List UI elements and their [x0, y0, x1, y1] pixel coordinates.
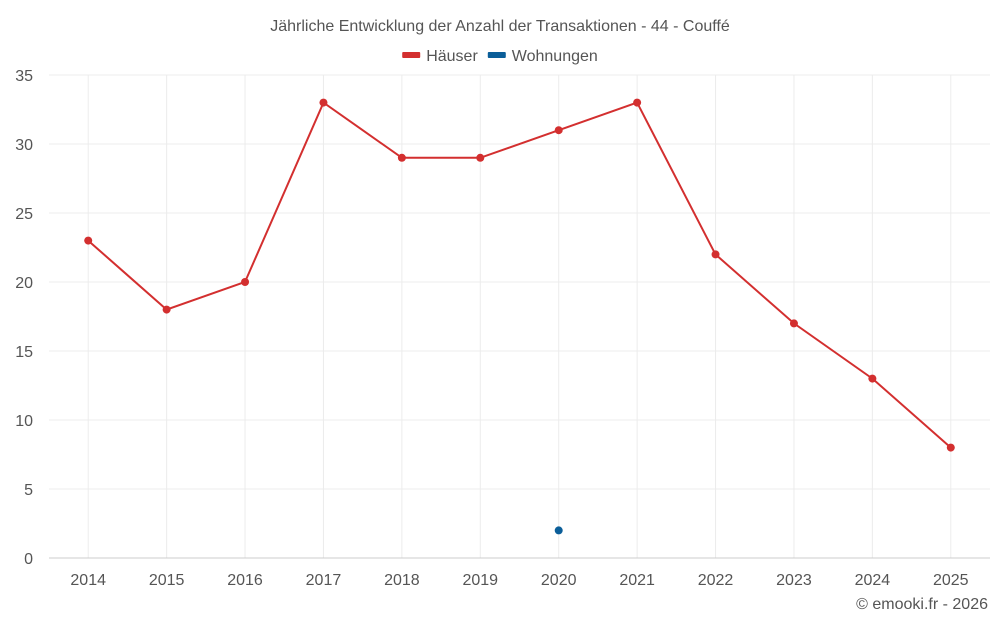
data-point: [162, 305, 171, 314]
x-tick-label: 2020: [541, 572, 577, 589]
data-point: [633, 98, 642, 107]
data-point: [868, 374, 877, 383]
legend-label: Häuser: [426, 48, 478, 65]
legend-label: Wohnungen: [512, 48, 598, 65]
legend-swatch: [402, 52, 421, 58]
legend: Häuser Wohnungen: [402, 48, 598, 65]
data-point: [554, 526, 563, 535]
y-tick-label: 20: [15, 275, 33, 292]
x-tick-label: 2022: [698, 572, 734, 589]
x-tick-label: 2017: [306, 572, 342, 589]
data-point: [554, 126, 563, 135]
x-tick-label: 2024: [855, 572, 891, 589]
x-tick-label: 2018: [384, 572, 420, 589]
x-tick-label: 2021: [619, 572, 655, 589]
data-point: [319, 98, 328, 107]
y-tick-label: 35: [15, 68, 33, 85]
data-point: [84, 236, 93, 245]
y-tick-label: 5: [24, 482, 33, 499]
x-tick-label: 2014: [70, 572, 106, 589]
data-point: [241, 278, 250, 286]
data-point: [789, 319, 798, 328]
x-tick-label: 2025: [933, 572, 969, 589]
y-tick-label: 10: [15, 413, 33, 430]
x-tick-label: 2016: [227, 572, 263, 589]
y-tick-label: 15: [15, 344, 33, 361]
data-point: [946, 443, 955, 452]
y-tick-label: 25: [15, 206, 33, 223]
y-tick-label: 30: [15, 137, 33, 154]
x-tick-label: 2015: [149, 572, 185, 589]
grid: [49, 74, 990, 558]
data-point: [476, 153, 485, 162]
data-point: [711, 250, 720, 259]
series: [84, 98, 955, 535]
data-point: [397, 153, 406, 162]
legend-item: Wohnungen: [487, 48, 598, 65]
legend-swatch: [487, 52, 506, 58]
x-tick-label: 2019: [462, 572, 498, 589]
y-tick-label: 0: [24, 551, 33, 568]
series-line: [87, 101, 952, 449]
credit-text: © emooki.fr - 2026: [856, 596, 988, 613]
legend-item: Häuser: [402, 48, 478, 65]
chart-title: Jährliche Entwicklung der Anzahl der Tra…: [270, 18, 730, 35]
x-tick-label: 2023: [776, 572, 812, 589]
